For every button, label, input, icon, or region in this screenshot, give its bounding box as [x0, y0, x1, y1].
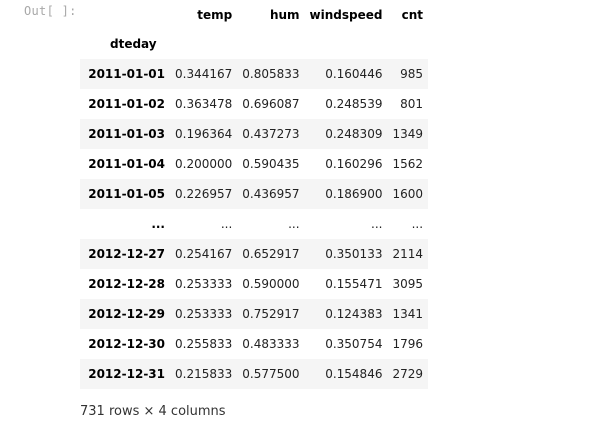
cell-hum: 0.590435 [242, 157, 300, 171]
column-header-cnt: cnt [401, 7, 424, 22]
cell-hum: ... [288, 217, 300, 231]
index-name-row: dteday [80, 29, 428, 59]
cell-cnt: 985 [400, 67, 424, 81]
row-index-label: 2011-01-05 [88, 187, 165, 201]
cell-windspeed: 0.160446 [325, 67, 383, 81]
cell-hum: 0.437273 [242, 127, 300, 141]
cell-cnt: 1341 [392, 307, 424, 321]
cell-windspeed: 0.248539 [325, 97, 383, 111]
table-row: 2011-01-03 0.196364 0.437273 0.248309 1349 [80, 119, 429, 149]
cell-cnt: 1349 [392, 127, 424, 141]
cell-cnt: 1600 [392, 187, 424, 201]
row-index-label: 2012-12-28 [88, 277, 165, 291]
row-index-label: 2012-12-31 [88, 367, 165, 381]
cell-temp: ... [220, 217, 233, 231]
table-row: 2012-12-30 0.255833 0.483333 0.350754 1796 [80, 329, 429, 359]
table-body: 2011-01-01 0.344167 0.805833 0.160446 985 201… [80, 59, 429, 389]
output-prompt: Out[ ]: [24, 4, 77, 18]
cell-temp: 0.363478 [175, 97, 233, 111]
cell-cnt: 1562 [392, 157, 424, 171]
cell-cnt: 2729 [392, 367, 424, 381]
table-row: 2011-01-01 0.344167 0.805833 0.160446 985 [80, 59, 429, 89]
table-row: 2012-12-27 0.254167 0.652917 0.350133 2114 [80, 239, 429, 269]
cell-windspeed: 0.155471 [325, 277, 383, 291]
cell-windspeed: 0.186900 [325, 187, 383, 201]
cell-temp: 0.196364 [175, 127, 233, 141]
cell-hum: 0.436957 [242, 187, 300, 201]
dataframe-output: temp hum windspeed cnt dteday 2011-01-01… [80, 0, 429, 389]
table-row: ............... [80, 209, 429, 239]
cell-temp: 0.255833 [175, 337, 233, 351]
row-index-label: ... [151, 217, 165, 231]
cell-temp: 0.215833 [175, 367, 233, 381]
empty-header-cell [305, 29, 388, 59]
cell-temp: 0.200000 [175, 157, 233, 171]
cell-cnt: 1796 [392, 337, 424, 351]
dataframe-shape: 731 rows × 4 columns [80, 404, 226, 419]
table-row: 2012-12-28 0.253333 0.590000 0.155471 3095 [80, 269, 429, 299]
table-row: 2012-12-31 0.215833 0.577500 0.154846 2729 [80, 359, 429, 389]
cell-windspeed: ... [371, 217, 383, 231]
empty-header-cell [170, 29, 237, 59]
table-row: 2012-12-29 0.253333 0.752917 0.124383 1341 [80, 299, 429, 329]
row-index-label: 2011-01-01 [88, 67, 165, 81]
cell-hum: 0.805833 [242, 67, 300, 81]
cell-windspeed: 0.160296 [325, 157, 383, 171]
cell-hum: 0.652917 [242, 247, 300, 261]
cell-hum: 0.483333 [242, 337, 300, 351]
table-row: 2011-01-02 0.363478 0.696087 0.248539 801 [80, 89, 429, 119]
cell-cnt: 801 [400, 97, 424, 111]
table-row: 2011-01-05 0.226957 0.436957 0.186900 1600 [80, 179, 429, 209]
column-header-temp: temp [197, 7, 233, 22]
column-header-row: temp hum windspeed cnt [80, 0, 428, 29]
row-index-label: 2012-12-29 [88, 307, 165, 321]
column-header-windspeed: windspeed [309, 7, 383, 22]
cell-temp: 0.253333 [175, 307, 233, 321]
cell-temp: 0.254167 [175, 247, 233, 261]
cell-cnt: 3095 [392, 277, 424, 291]
cell-cnt: 2114 [392, 247, 424, 261]
table-row: 2011-01-04 0.200000 0.590435 0.160296 1562 [80, 149, 429, 179]
index-name: dteday [110, 37, 157, 51]
cell-temp: 0.253333 [175, 277, 233, 291]
cell-windspeed: 0.154846 [325, 367, 383, 381]
row-index-label: 2011-01-02 [88, 97, 165, 111]
row-index-label: 2011-01-04 [88, 157, 165, 171]
row-index-label: 2012-12-27 [88, 247, 165, 261]
cell-windspeed: 0.350754 [325, 337, 383, 351]
cell-cnt: ... [411, 217, 424, 231]
empty-header-cell [237, 29, 304, 59]
cell-hum: 0.752917 [242, 307, 300, 321]
column-header-hum: hum [269, 7, 300, 22]
cell-windspeed: 0.350133 [325, 247, 383, 261]
row-index-label: 2012-12-30 [88, 337, 165, 351]
cell-hum: 0.577500 [242, 367, 300, 381]
empty-header-cell [387, 29, 428, 59]
cell-hum: 0.590000 [242, 277, 300, 291]
corner-cell [80, 0, 170, 29]
cell-hum: 0.696087 [242, 97, 300, 111]
dataframe-table: temp hum windspeed cnt dteday 2011-01-01… [80, 0, 429, 389]
row-index-label: 2011-01-03 [88, 127, 165, 141]
cell-temp: 0.344167 [175, 67, 233, 81]
cell-windspeed: 0.248309 [325, 127, 383, 141]
cell-temp: 0.226957 [175, 187, 233, 201]
cell-windspeed: 0.124383 [325, 307, 383, 321]
